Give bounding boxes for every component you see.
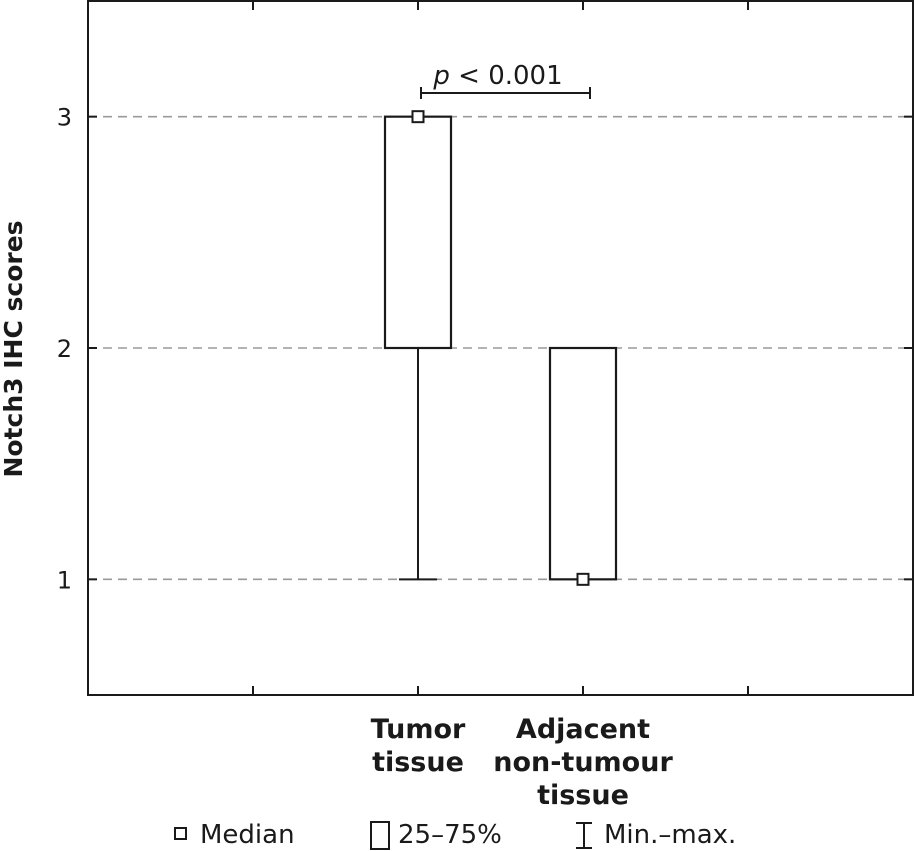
y-tick-label: 2 [57,335,72,363]
whisker-icon [576,822,592,849]
p-value-text: p < 0.001 [432,61,562,91]
box-group [383,110,453,581]
gridlines [88,115,913,581]
axis-ticks [88,1,913,695]
legend-median-label: Median [200,820,295,850]
y-tick-label: 1 [57,566,72,594]
p-value-annotation: p < 0.001 [420,61,591,99]
legend: Median 25–75% Min.–max. [174,820,736,850]
legend-minmax-label: Min.–max. [604,820,736,850]
median-square-icon [174,827,187,840]
median-marker [411,110,425,124]
category-label-line: non-tumour [493,747,673,778]
y-tick-label: 3 [57,104,72,132]
legend-box-label: 25–75% [398,820,502,850]
box-group [548,346,618,586]
category-label-line: tissue [372,747,464,778]
category-label: Tumor tissue [371,714,466,778]
category-label-line: tissue [537,780,629,811]
box-icon [370,821,390,850]
iqr-box [548,346,618,581]
boxes [383,110,618,586]
y-tick-labels: 1 2 3 [57,104,72,595]
y-axis-label: Notch3 IHC scores [0,220,28,477]
iqr-box [383,115,453,350]
median-marker [576,572,590,586]
category-label-line: Adjacent [516,714,650,745]
category-label: Adjacent non-tumour tissue [493,714,673,811]
category-label-line: Tumor [371,714,466,745]
